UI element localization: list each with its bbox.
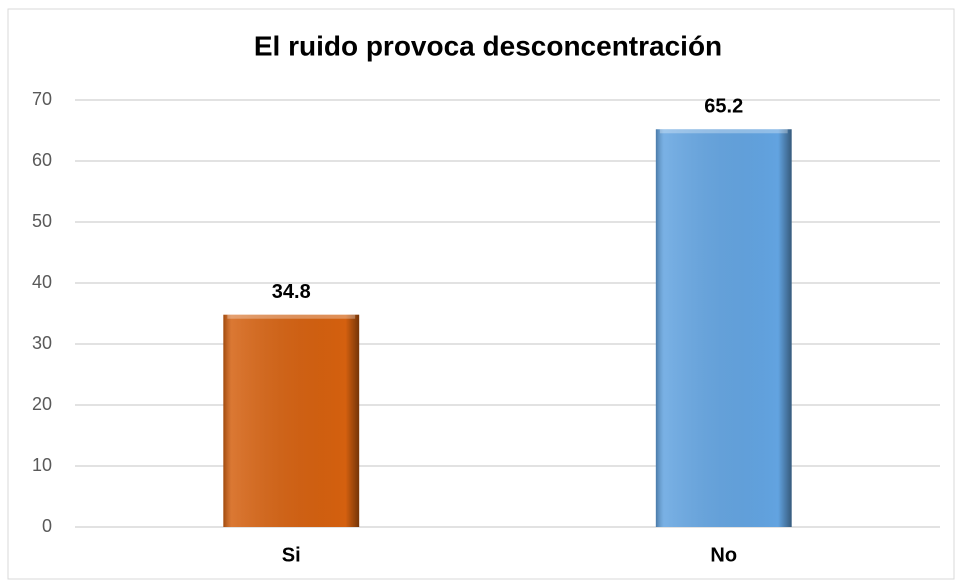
- value-label: 34.8: [272, 281, 311, 303]
- y-tick-label: 40: [32, 272, 52, 292]
- bar-shade: [223, 314, 360, 527]
- y-tick-label: 70: [32, 89, 52, 109]
- chart-title: El ruido provoca desconcentración: [254, 30, 722, 61]
- x-tick-label: Si: [282, 544, 301, 566]
- y-tick-label: 20: [32, 394, 52, 414]
- y-tick-label: 10: [32, 455, 52, 475]
- y-tick-label: 50: [32, 211, 52, 231]
- y-tick-label: 30: [32, 333, 52, 353]
- bar-shade: [655, 129, 792, 527]
- bar-top-highlight: [227, 314, 356, 319]
- y-tick-label: 60: [32, 150, 52, 170]
- chart-border: [7, 8, 955, 580]
- bar-top-highlight: [659, 129, 788, 134]
- y-tick-label: 0: [42, 516, 52, 536]
- x-tick-label: No: [710, 544, 737, 566]
- value-label: 65.2: [704, 96, 743, 118]
